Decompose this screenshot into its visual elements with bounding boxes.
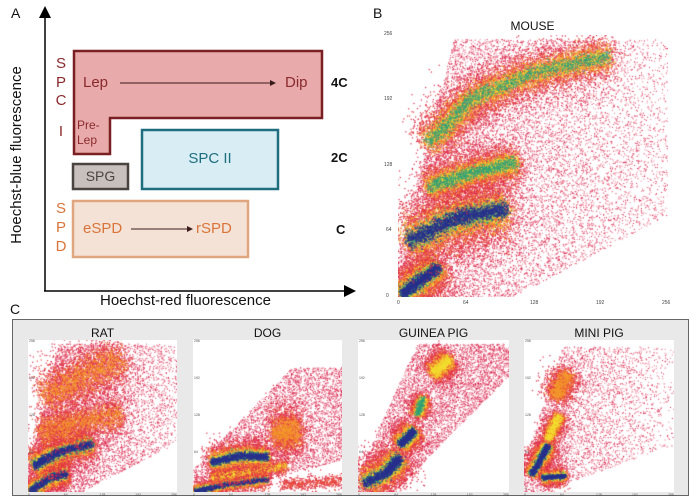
y-tick: 128	[29, 413, 35, 417]
x-tick: 0	[193, 493, 195, 497]
x-tick: 64	[463, 300, 469, 306]
x-tick: 192	[135, 493, 142, 497]
x-axis-label: Hoechst-red fluorescence	[100, 292, 271, 309]
x-tick: 128	[530, 300, 539, 306]
lep-label: Lep	[83, 74, 109, 91]
y-tick: 192	[359, 376, 365, 380]
ploidy-c: C	[336, 222, 346, 237]
pre-lep-label: Pre-	[77, 118, 100, 132]
spd-letter: S	[55, 200, 66, 217]
y-tick: 256	[384, 31, 393, 37]
x-tick: 256	[662, 300, 671, 306]
x-tick: 192	[300, 493, 307, 497]
x-tick: 0	[524, 493, 526, 497]
y-tick: 192	[29, 376, 35, 380]
y-tick: 0	[525, 487, 527, 491]
panel-a-label: A	[11, 5, 21, 21]
espd-label: eSPD	[83, 220, 123, 237]
spc-ii-box	[140, 128, 280, 191]
panel-a-diagram	[39, 6, 356, 297]
mini-pig-scatter-plot	[524, 340, 674, 492]
mouse-title: MOUSE	[510, 19, 555, 33]
x-tick: 256	[336, 493, 342, 497]
y-tick: 192	[384, 96, 393, 102]
x-tick: 64	[394, 493, 399, 497]
y-tick: 256	[194, 339, 200, 343]
x-tick: 256	[503, 493, 509, 497]
spc-letter: C	[55, 92, 67, 109]
guinea-pig-scatter-plot	[358, 340, 509, 492]
x-tick: 0	[28, 493, 30, 497]
dog-scatter-plot	[193, 340, 342, 492]
spc-i-box	[72, 49, 324, 156]
y-tick: 128	[384, 162, 393, 168]
spc-ii-label: SPC II	[188, 150, 232, 167]
y-tick: 64	[194, 450, 198, 454]
spc-letter: I	[58, 122, 64, 140]
y-tick: 128	[359, 413, 365, 417]
rspd-label: rSPD	[196, 220, 232, 237]
guinea-pig-title: GUINEA PIG	[398, 326, 469, 340]
spc-letter: P	[55, 73, 66, 91]
spg-label: SPG	[85, 168, 116, 184]
x-tick: 0	[397, 300, 400, 306]
y-tick: 0	[194, 487, 196, 491]
x-tick: 0	[358, 493, 360, 497]
ploidy-4c: 4C	[331, 75, 348, 90]
y-tick: 128	[194, 413, 200, 417]
y-tick: 256	[359, 339, 365, 343]
y-tick: 0	[386, 293, 389, 299]
x-tick: 256	[171, 493, 177, 497]
y-tick: 64	[525, 450, 529, 454]
panel-b-label: B	[373, 5, 383, 21]
x-tick: 128	[99, 493, 106, 497]
dog-title: DOG	[253, 326, 282, 340]
y-tick: 192	[194, 376, 200, 380]
x-tick: 128	[264, 493, 271, 497]
pre-lep-label: Lep	[77, 133, 98, 147]
rat-scatter-plot	[28, 340, 177, 492]
x-tick: 64	[560, 493, 564, 497]
y-tick: 256	[525, 339, 531, 343]
x-tick: 64	[63, 493, 68, 497]
x-tick: 256	[668, 493, 674, 497]
y-tick: 256	[29, 339, 35, 343]
spd-letter: D	[55, 238, 67, 255]
y-tick: 0	[359, 487, 361, 491]
ploidy-2c: 2C	[331, 150, 348, 165]
spd-letter: P	[55, 219, 66, 236]
y-tick: 64	[386, 227, 392, 233]
x-tick: 192	[596, 300, 605, 306]
y-axis-label: Hoechst-blue fluorescence	[8, 66, 25, 244]
y-tick: 64	[29, 450, 33, 454]
y-tick: 0	[29, 487, 31, 491]
y-tick: 192	[525, 376, 531, 380]
dip-label: Dip	[285, 74, 308, 91]
y-tick: 128	[525, 413, 531, 417]
x-tick: 64	[228, 493, 233, 497]
mouse-scatter-plot	[398, 35, 668, 297]
y-tick: 64	[359, 450, 363, 454]
spc-letter: S	[55, 55, 66, 72]
x-tick: 192	[632, 493, 638, 497]
x-tick: 128	[430, 493, 437, 497]
panel-c-label: C	[10, 301, 21, 317]
mini-pig-title: MINI PIG	[574, 326, 624, 340]
x-tick: 192	[466, 493, 473, 497]
spg-box	[71, 162, 130, 191]
rat-title: RAT	[90, 326, 115, 340]
x-tick: 128	[596, 493, 602, 497]
